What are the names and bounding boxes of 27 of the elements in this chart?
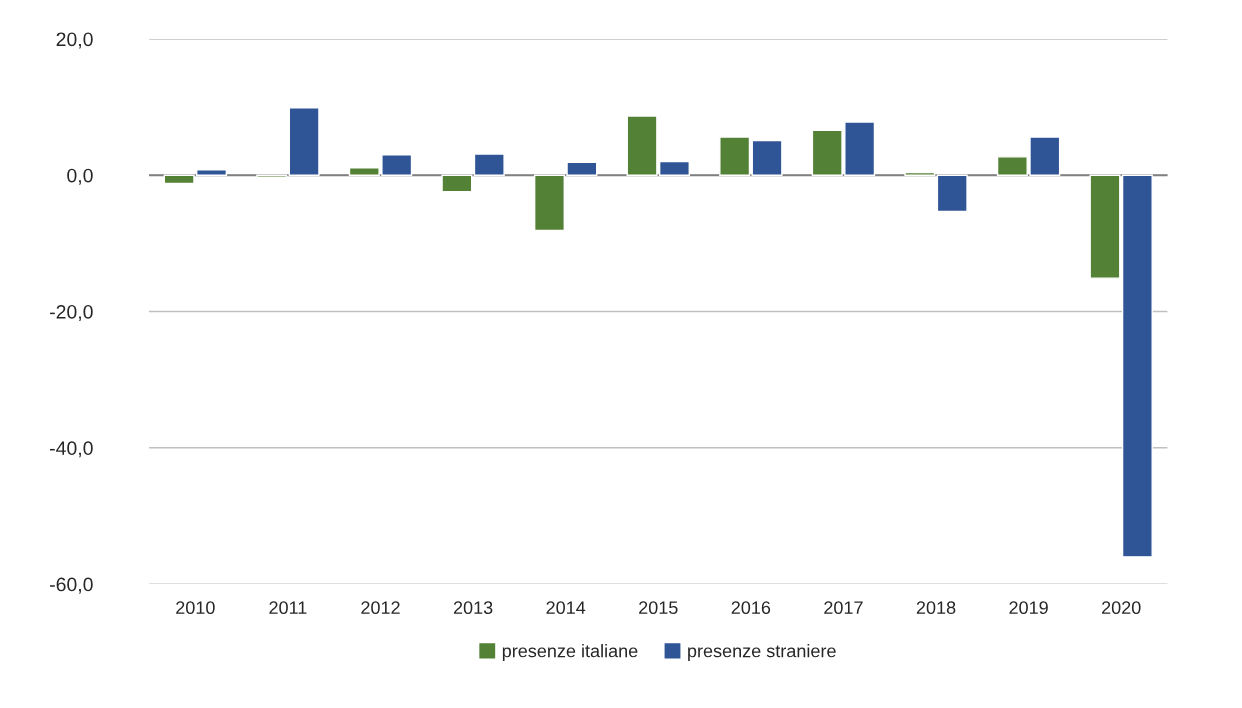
bar [441,174,473,193]
x-tick-label: 2016 [731,601,771,615]
x-tick-label: 2015 [639,601,678,615]
x-tick-label: 2011 [269,601,307,615]
bar [473,153,505,176]
x-tick-label: 2010 [176,601,215,615]
x-tick-label: 2018 [916,601,956,615]
x-tick-label: 2013 [453,601,493,615]
legend-label: presenze straniere [688,644,836,661]
bar [719,136,751,176]
y-tick-label: -20,0 [50,304,93,322]
y-tick-label: -60,0 [50,577,93,594]
x-tick-label: 2019 [1009,601,1048,615]
y-tick-label: 20,0 [56,32,93,49]
bar [288,107,320,176]
bar [751,139,783,176]
legend-label: presenze italiane [502,644,638,661]
y-tick-label: -40,0 [50,441,93,458]
x-tick-label: 2014 [546,601,586,615]
x-tick-label: 2012 [361,601,400,615]
bar [1089,174,1121,279]
bar [904,171,936,176]
bar [936,174,968,213]
x-tick-label: 2020 [1102,601,1141,615]
y-tick-label: 0,0 [67,168,93,185]
x-tick-label: 2017 [824,601,863,615]
bar [1121,174,1153,558]
